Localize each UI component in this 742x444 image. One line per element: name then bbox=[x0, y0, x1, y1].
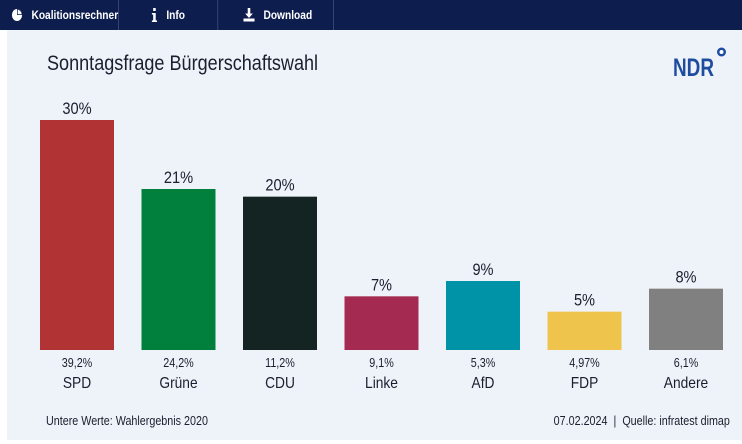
category-label: CDU bbox=[265, 375, 295, 392]
info-label: Info bbox=[166, 8, 186, 22]
chart-panel: Sonntagsfrage Bürgerschaftswahl NDR 30% 3… bbox=[7, 30, 742, 440]
pie-chart-icon bbox=[11, 8, 23, 22]
bar-spd bbox=[40, 120, 114, 350]
bar-value-label: 9% bbox=[472, 260, 493, 279]
info-button[interactable]: Info bbox=[140, 0, 219, 30]
bar-afd bbox=[446, 281, 520, 350]
bar-grüne bbox=[141, 189, 216, 350]
footer-date: 07.02.2024 bbox=[553, 414, 608, 428]
bar-linke bbox=[344, 296, 419, 350]
previous-result-label: 39,2% bbox=[62, 356, 93, 370]
previous-result-label: 4,97% bbox=[569, 356, 600, 370]
footer-separator: | bbox=[613, 414, 617, 428]
footer-source-text: Quelle: infratest dimap bbox=[622, 414, 730, 428]
category-label: Linke bbox=[365, 375, 398, 392]
bar-andere bbox=[649, 288, 723, 350]
bar-value-label: 30% bbox=[62, 99, 91, 118]
bar-cdu bbox=[243, 196, 317, 350]
ndr-logo: NDR bbox=[673, 47, 726, 82]
category-label: SPD bbox=[63, 375, 91, 392]
category-label: Grüne bbox=[159, 375, 197, 392]
bar-value-label: 5% bbox=[574, 291, 595, 310]
download-label: Download bbox=[263, 8, 313, 22]
bar-value-label: 7% bbox=[371, 275, 392, 294]
download-button[interactable]: Download bbox=[232, 0, 334, 30]
bar-chart: 30% 39,2% SPD 21% 24,2% Grüne 20% 11,2% CDU 7% 9,1… bbox=[40, 99, 723, 392]
bar-value-label: 21% bbox=[164, 168, 193, 187]
toolbar: Koalitionsrechner Info Download bbox=[0, 0, 742, 30]
chart-title: Sonntagsfrage Bürgerschaftswahl bbox=[47, 52, 319, 75]
bar-value-label: 8% bbox=[675, 268, 696, 287]
bar-value-label: 20% bbox=[265, 176, 294, 195]
category-label: Andere bbox=[664, 375, 708, 392]
category-label: FDP bbox=[571, 375, 599, 392]
footer-source: 07.02.2024 | Quelle: infratest dimap bbox=[554, 414, 730, 428]
download-icon bbox=[243, 8, 255, 22]
previous-result-label: 5,3% bbox=[471, 356, 496, 370]
bar-fdp bbox=[547, 311, 622, 350]
coalition-calculator-button[interactable]: Koalitionsrechner bbox=[0, 0, 119, 30]
footer-note: Untere Werte: Wahlergebnis 2020 bbox=[46, 414, 208, 428]
previous-result-label: 6,1% bbox=[674, 356, 699, 370]
category-label: AfD bbox=[472, 375, 495, 392]
previous-result-label: 9,1% bbox=[369, 356, 394, 370]
previous-result-label: 24,2% bbox=[163, 356, 194, 370]
ndr-logo-text: NDR bbox=[673, 54, 714, 82]
coalition-calculator-label: Koalitionsrechner bbox=[31, 8, 119, 22]
info-icon bbox=[151, 8, 158, 22]
previous-result-label: 11,2% bbox=[265, 356, 295, 370]
